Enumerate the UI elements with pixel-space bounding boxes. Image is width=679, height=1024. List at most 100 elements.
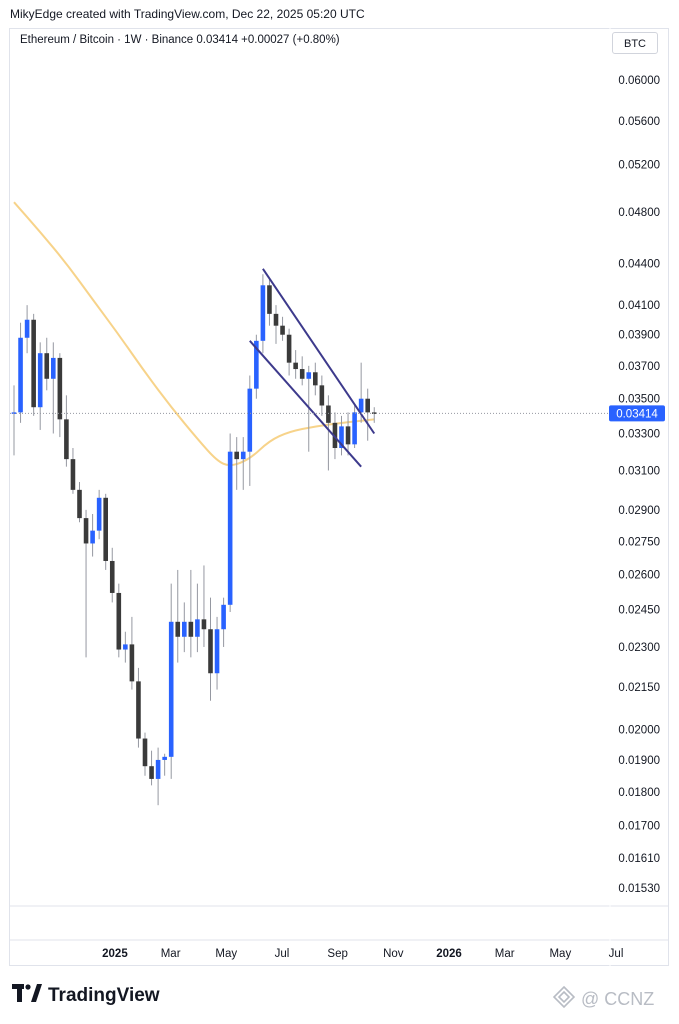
candle xyxy=(116,583,122,658)
chart-frame xyxy=(9,28,669,966)
price-tick-label: 0.01530 xyxy=(618,883,660,895)
candle-body xyxy=(103,497,108,561)
candle xyxy=(221,597,226,647)
candle xyxy=(182,602,187,653)
candle xyxy=(313,362,318,396)
candle-body xyxy=(18,337,23,413)
candle xyxy=(83,509,89,658)
price-tick-label: 0.03900 xyxy=(618,330,660,342)
time-tick-label: Sep xyxy=(327,948,347,960)
tradingview-logo-text: TradingView xyxy=(48,985,160,1006)
candle xyxy=(155,747,161,806)
last-price-tag xyxy=(609,405,665,422)
candle xyxy=(254,334,259,399)
price-tick-label: 0.02450 xyxy=(618,605,660,617)
candle xyxy=(109,547,115,603)
candle-body xyxy=(77,489,82,519)
price-tick-label: 0.01800 xyxy=(618,787,660,799)
candle xyxy=(227,433,233,613)
price-tick-label: 0.01700 xyxy=(618,821,660,833)
candle xyxy=(149,750,154,786)
price-tick-label: 0.03100 xyxy=(618,465,660,477)
time-tick-label: May xyxy=(549,948,571,960)
price-tick-label: 0.03700 xyxy=(618,361,660,373)
candle-body xyxy=(352,412,357,445)
candle-body xyxy=(201,619,207,630)
time-tick-label: Jul xyxy=(609,948,624,960)
symbol-legend[interactable]: Ethereum / Bitcoin · 1W · Binance 0.0341… xyxy=(20,34,340,46)
candle-body xyxy=(129,644,135,682)
candle-body xyxy=(195,619,200,637)
price-tick-label: 0.02600 xyxy=(618,569,660,581)
candle-body xyxy=(136,681,141,739)
candle xyxy=(273,305,279,344)
candle-body xyxy=(57,357,63,420)
candle xyxy=(214,616,220,690)
candle xyxy=(240,437,246,490)
time-tick-label: 2026 xyxy=(436,948,462,960)
candle xyxy=(260,274,266,354)
candle-body xyxy=(247,388,253,452)
candle xyxy=(136,667,141,748)
candle-body xyxy=(365,398,370,413)
time-tick-label: Mar xyxy=(161,948,181,960)
tradingview-logo-icon xyxy=(12,984,42,1008)
price-tick-label: 0.01610 xyxy=(618,853,660,865)
price-axis: 0.06000 0.05600 0.05200 0.04800 0.04400 0.041… xyxy=(609,28,660,966)
candle-body xyxy=(260,285,266,341)
candle xyxy=(286,328,292,376)
candle-body xyxy=(286,334,292,363)
candle xyxy=(103,493,108,570)
chart-grid xyxy=(10,905,668,941)
candle xyxy=(18,322,23,423)
candle xyxy=(293,350,298,379)
candle-body xyxy=(332,422,338,449)
candle-body xyxy=(254,340,259,389)
last-price-layer: 0.03414 xyxy=(10,405,665,422)
candle-body xyxy=(345,426,351,445)
candle xyxy=(280,316,285,341)
candle xyxy=(162,753,167,776)
candle xyxy=(96,489,102,540)
chart-credit: MikyEdge created with TradingView.com, D… xyxy=(10,7,365,21)
candle-body xyxy=(155,759,161,779)
time-axis: 2025 Mar May Jul Sep Nov 2026 Mar May Jul xyxy=(102,948,623,960)
candle xyxy=(175,569,181,663)
candle xyxy=(11,385,17,456)
watermark: @ CCNZ xyxy=(552,985,654,1013)
candle-body xyxy=(240,451,246,460)
candle-body xyxy=(31,319,36,408)
candle-body xyxy=(267,285,272,314)
candle-body xyxy=(116,592,122,650)
price-tick-label: 0.01900 xyxy=(618,755,660,767)
candle xyxy=(319,375,325,416)
candle-body xyxy=(313,372,318,386)
candle-body xyxy=(280,325,285,335)
price-tick-label: 0.03300 xyxy=(618,428,660,440)
candle xyxy=(24,305,30,354)
last-price-label: 0.03414 xyxy=(616,408,658,420)
candle-body xyxy=(182,621,187,637)
candle-body xyxy=(208,629,213,674)
price-tick-label: 0.02150 xyxy=(618,682,660,694)
candle xyxy=(123,631,128,663)
candle-body xyxy=(358,398,364,413)
diamond-logo-icon xyxy=(552,985,576,1013)
candle xyxy=(352,405,357,449)
candle xyxy=(129,616,135,690)
price-tick-label: 0.02900 xyxy=(618,505,660,517)
candle-body xyxy=(51,357,56,379)
candle-body xyxy=(221,604,226,630)
candle-body xyxy=(64,419,69,460)
candle-body xyxy=(24,319,30,338)
candle xyxy=(371,407,377,423)
candle xyxy=(31,313,36,416)
tradingview-logo[interactable]: TradingView xyxy=(12,983,160,1009)
candle xyxy=(326,395,331,471)
candle-body xyxy=(319,385,325,406)
candle xyxy=(345,412,351,456)
candle-body xyxy=(188,621,194,637)
currency-button[interactable]: BTC xyxy=(612,32,658,54)
price-tick-label: 0.04800 xyxy=(618,207,660,219)
